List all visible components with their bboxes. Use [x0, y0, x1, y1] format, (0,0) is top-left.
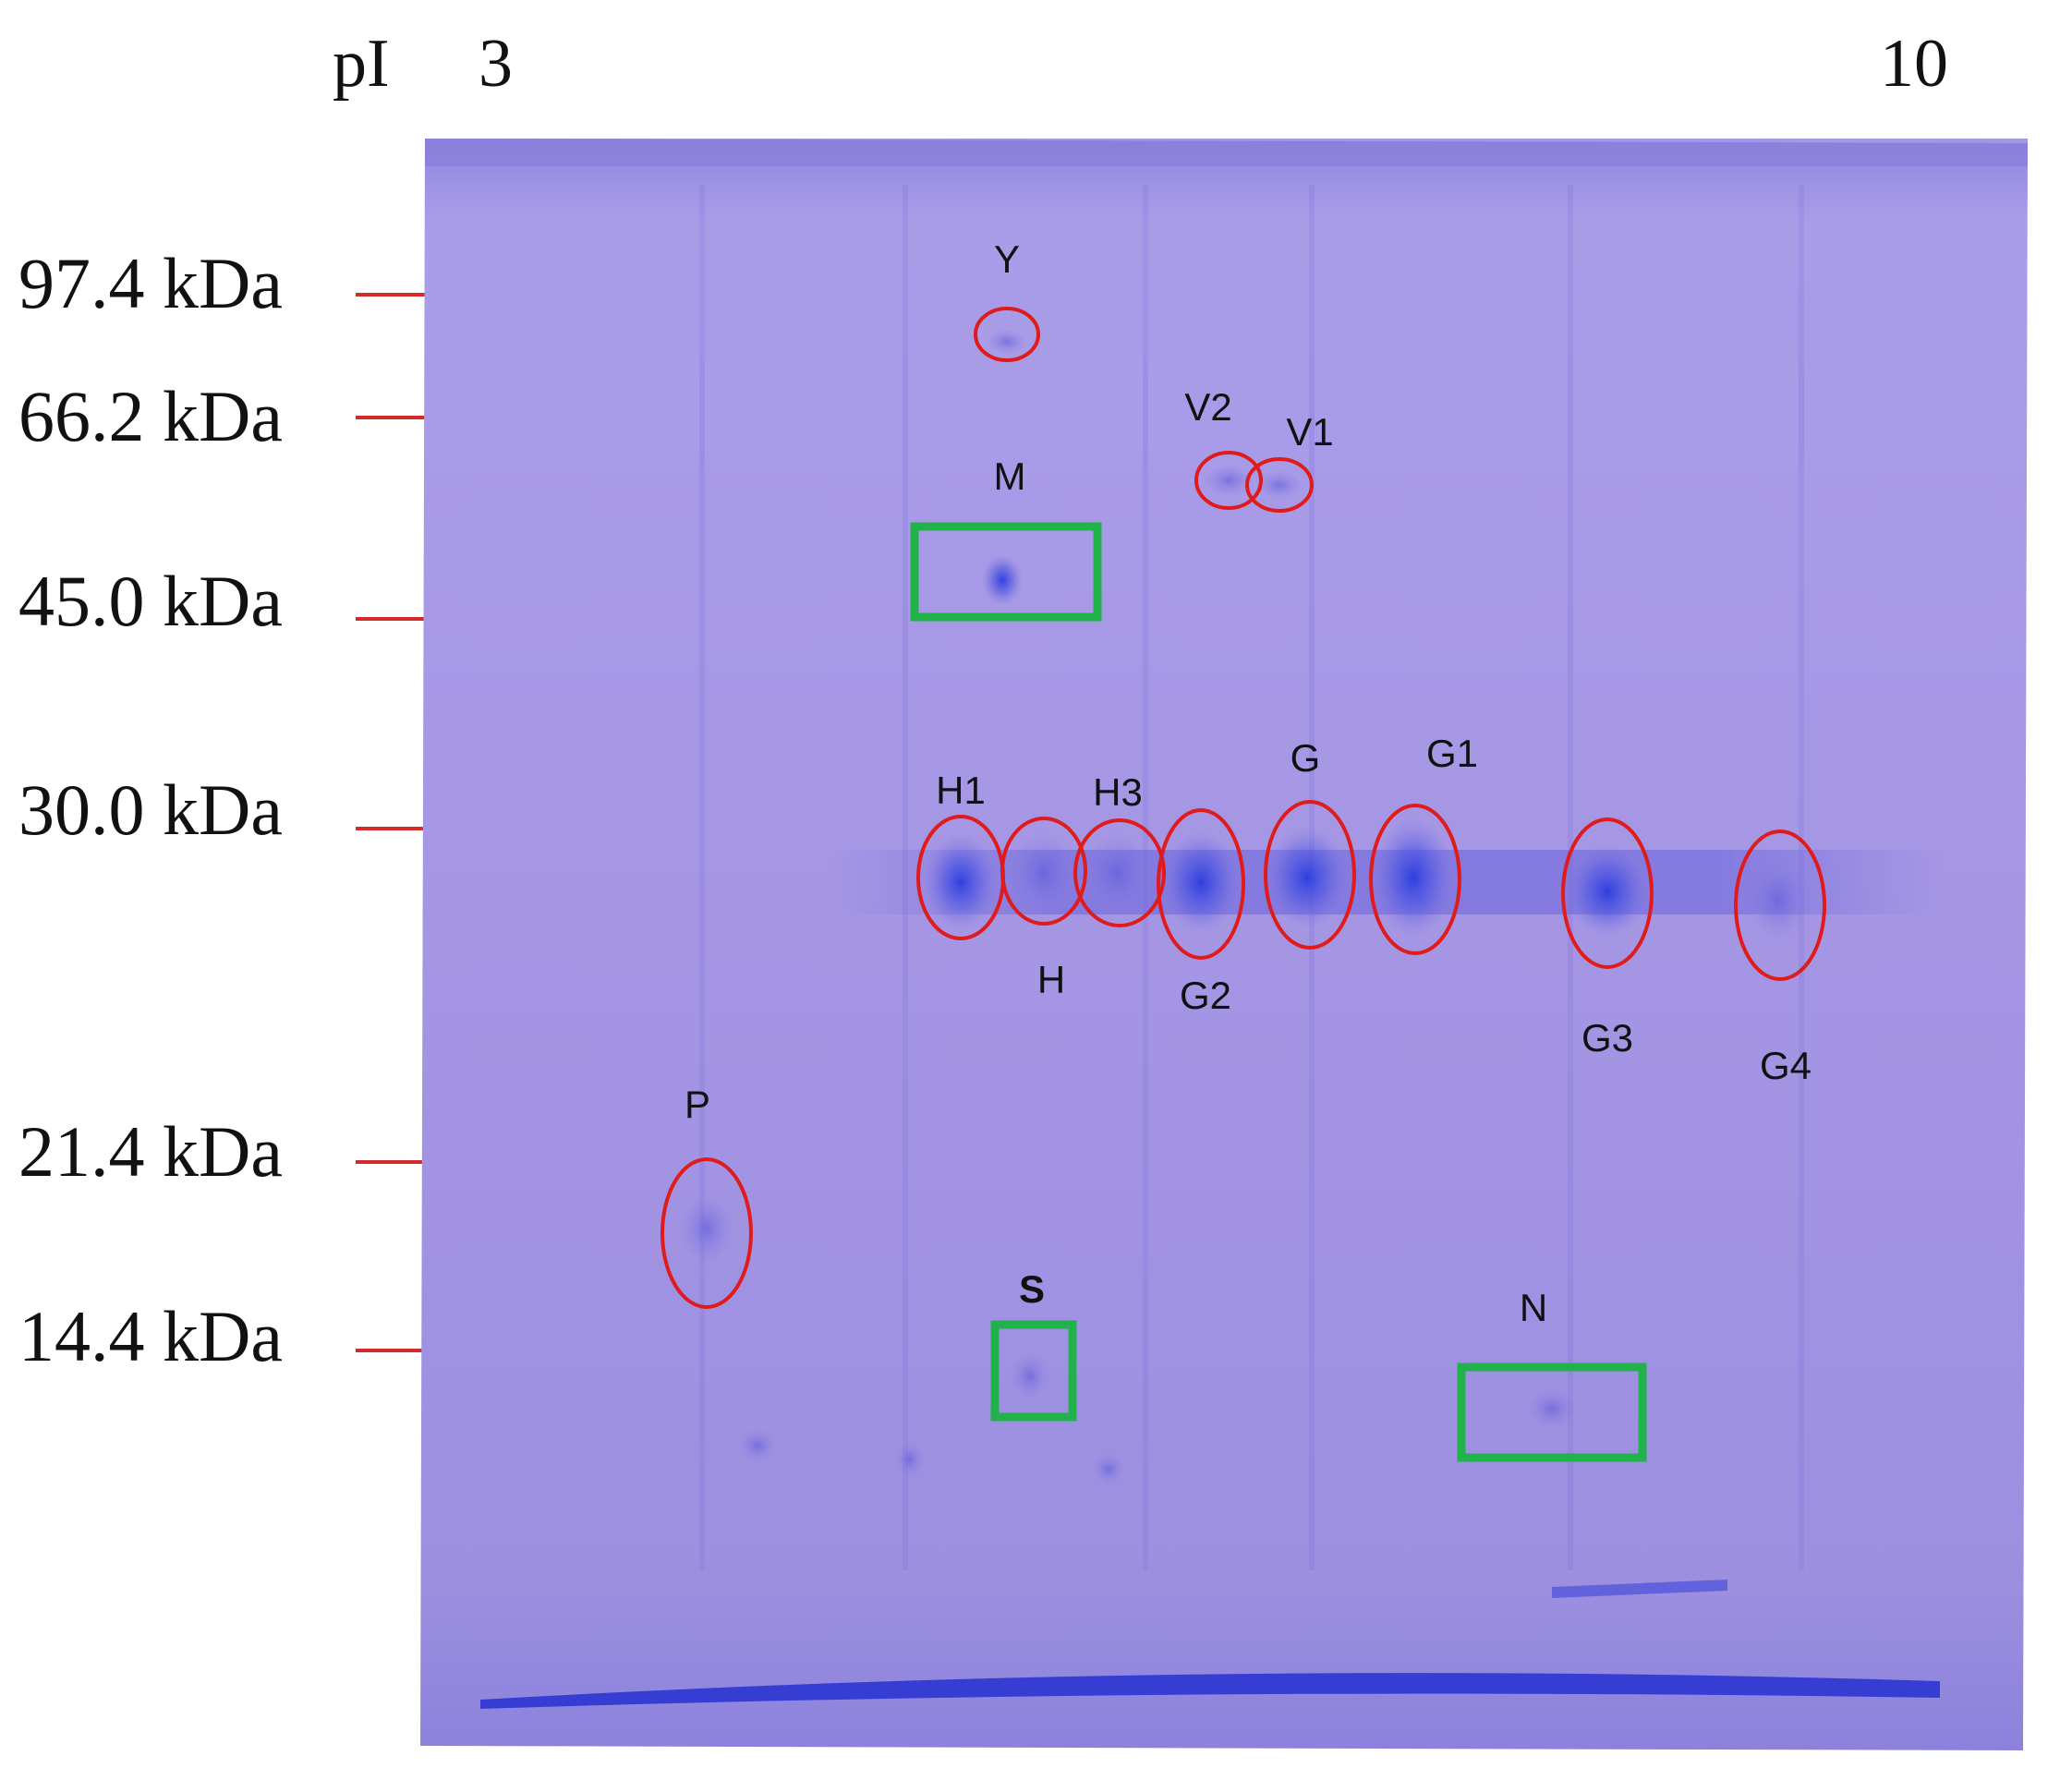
- spot-g4: [1745, 858, 1812, 943]
- label-h: H: [1037, 958, 1065, 1001]
- mw-marker-14-4: 14.4 kDa: [18, 1296, 283, 1376]
- spot-p: [679, 1192, 734, 1265]
- spot-h1: [924, 834, 998, 930]
- mw-marker-97-4: 97.4 kDa: [18, 243, 283, 323]
- green-boxes: [910, 522, 1647, 1462]
- spot-g: [1266, 827, 1348, 928]
- spot-m: [982, 554, 1023, 606]
- label-s: S: [1019, 1267, 1045, 1311]
- circle-g: [1264, 800, 1356, 950]
- circle-h: [1000, 817, 1087, 926]
- lower-streak: [1552, 1580, 1727, 1598]
- pi-axis-min-label: 3: [479, 26, 513, 102]
- label-g3: G3: [1581, 1016, 1633, 1059]
- spot-h: [1009, 831, 1079, 914]
- spot-y: [987, 329, 1027, 355]
- label-g: G: [1291, 736, 1321, 780]
- circle-h3: [1073, 818, 1166, 927]
- mw-tick-30-0: [356, 827, 425, 830]
- circle-g4: [1734, 829, 1826, 981]
- mw-marker-66-2: 66.2 kDa: [18, 376, 283, 456]
- spot-h3: [1083, 831, 1153, 914]
- spot-g2: [1162, 831, 1240, 933]
- label-h3: H3: [1093, 770, 1143, 814]
- label-n: N: [1520, 1286, 1547, 1329]
- box-s: [990, 1320, 1077, 1422]
- circle-g1: [1369, 804, 1461, 955]
- circle-v1: [1245, 457, 1314, 513]
- label-m: M: [994, 454, 1026, 498]
- mw-tick-21-4: [356, 1160, 425, 1164]
- label-g1: G1: [1426, 732, 1478, 775]
- gel-top-edge: [425, 139, 2028, 166]
- circle-v2: [1194, 451, 1263, 510]
- circle-y: [974, 307, 1040, 362]
- label-v2: V2: [1184, 385, 1231, 429]
- spot-labels: Y V2 V1 H1 H H3 G2 G G1 G3 G4 P M S N: [685, 237, 1812, 1329]
- label-v1: V1: [1286, 410, 1333, 454]
- mw-tick-14-4: [356, 1349, 425, 1352]
- label-y: Y: [994, 237, 1020, 281]
- label-p: P: [685, 1083, 710, 1126]
- red-circles: [660, 307, 1826, 1309]
- spot-s: [1010, 1352, 1050, 1400]
- mw-tick-45-0: [356, 617, 425, 621]
- spot-n: [1526, 1388, 1578, 1429]
- mw-tick-97-4: [356, 293, 425, 297]
- spot-faint-1: [739, 1429, 776, 1462]
- pi-axis-title: pI: [333, 26, 390, 102]
- mw-marker-45-0: 45.0 kDa: [18, 561, 283, 641]
- mw-marker-21-4: 21.4 kDa: [18, 1111, 283, 1192]
- spot-faint-3: [895, 1441, 925, 1478]
- mw-tick-66-2: [356, 416, 425, 419]
- label-g4: G4: [1760, 1044, 1812, 1087]
- label-h1: H1: [936, 769, 986, 812]
- circle-g2: [1157, 808, 1245, 960]
- circle-g3: [1561, 817, 1654, 969]
- label-g2: G2: [1180, 974, 1231, 1017]
- box-n: [1457, 1362, 1647, 1462]
- spot-faint-2: [1092, 1452, 1125, 1485]
- dye-front: [480, 1673, 1940, 1709]
- circle-p: [660, 1157, 753, 1309]
- box-m: [910, 522, 1102, 622]
- spot-g3: [1567, 845, 1648, 938]
- pi-axis-max-label: 10: [1880, 26, 1948, 102]
- spot-v2: [1203, 464, 1254, 497]
- spot-v1: [1255, 470, 1303, 500]
- mw-marker-30-0: 30.0 kDa: [18, 769, 283, 850]
- spot-g1: [1373, 817, 1454, 938]
